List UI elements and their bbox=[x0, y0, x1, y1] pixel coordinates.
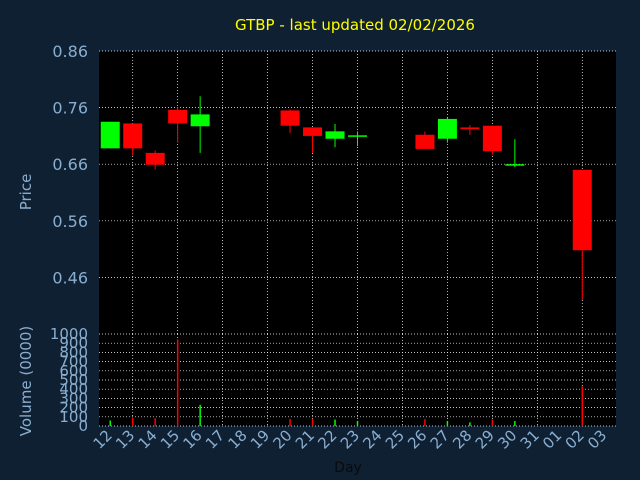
volume-bar bbox=[491, 419, 494, 426]
volume-bar bbox=[424, 419, 426, 426]
volume-tick-label: 700 bbox=[59, 353, 88, 371]
volume-tick-label: 1000 bbox=[50, 325, 88, 343]
volume-bar bbox=[446, 420, 449, 426]
price-y-axis-ticks: 0.86 0.76 0.66 0.56 0.46 bbox=[52, 42, 88, 287]
volume-tick-label: 800 bbox=[59, 343, 88, 361]
price-tick-label: 0.66 bbox=[52, 155, 88, 174]
candle-body bbox=[123, 123, 143, 149]
price-tick-label: 0.86 bbox=[52, 42, 88, 61]
volume-tick-label: 600 bbox=[59, 362, 88, 380]
candle-body bbox=[572, 169, 592, 251]
volume-tick-label: 0 bbox=[78, 417, 88, 435]
volume-bar bbox=[311, 418, 314, 426]
volume-tick-label: 500 bbox=[59, 371, 88, 389]
volume-tick-label: 400 bbox=[59, 380, 88, 398]
volume-bar bbox=[514, 420, 516, 426]
candle-body bbox=[348, 135, 367, 137]
volume-bar bbox=[131, 417, 134, 426]
chart-title: GTBP - last updated 02/02/2026 bbox=[235, 16, 475, 34]
volume-tick-label: 300 bbox=[59, 389, 88, 407]
volume-bar bbox=[109, 420, 111, 426]
volume-tick-label: 100 bbox=[59, 408, 88, 426]
volume-bar bbox=[334, 419, 336, 426]
candle-body bbox=[482, 125, 502, 152]
volume-bar bbox=[199, 404, 201, 426]
price-tick-label: 0.76 bbox=[52, 99, 88, 118]
volume-bar bbox=[154, 418, 156, 426]
day-axis-label: Day bbox=[334, 460, 362, 476]
candle-body bbox=[437, 118, 457, 139]
day-axis-ticks: 1213141516171819202122232425262728293031… bbox=[90, 426, 611, 452]
price-tick-label: 0.46 bbox=[52, 268, 88, 287]
volume-bar bbox=[356, 420, 359, 426]
volume-bars bbox=[109, 339, 584, 426]
candle-body bbox=[100, 121, 120, 149]
candle-body bbox=[505, 164, 525, 166]
candle-body bbox=[415, 134, 435, 149]
volume-axis-label: Volume (0000) bbox=[17, 326, 35, 436]
candle-body bbox=[168, 109, 188, 124]
candle-body bbox=[280, 110, 300, 126]
price-grid bbox=[99, 50, 616, 334]
candle-body bbox=[190, 114, 210, 127]
candle-body bbox=[145, 152, 165, 165]
price-tick-label: 0.56 bbox=[52, 212, 88, 231]
candlesticks bbox=[100, 96, 592, 301]
volume-bar bbox=[176, 339, 179, 426]
volume-tick-label: 200 bbox=[59, 399, 88, 417]
volume-bar bbox=[469, 422, 471, 426]
volume-tick-label: 900 bbox=[59, 334, 88, 352]
volume-bar bbox=[581, 386, 584, 426]
candle-body bbox=[460, 127, 480, 130]
volume-bar bbox=[289, 419, 291, 426]
price-axis-label: Price bbox=[17, 174, 35, 211]
candle-body bbox=[325, 131, 345, 139]
candle-body bbox=[303, 127, 323, 136]
